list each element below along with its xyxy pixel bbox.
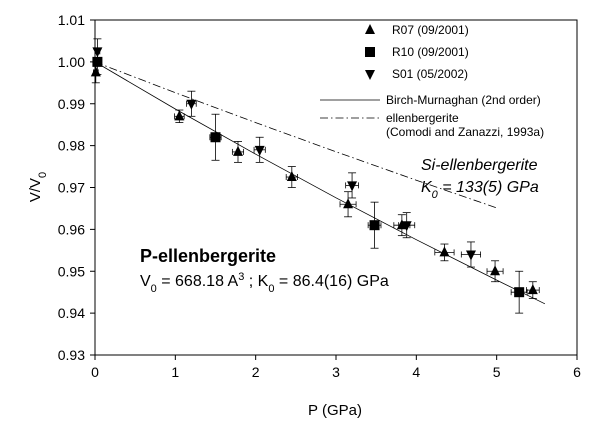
chart-legend: R07 (09/2001) R10 (09/2001) S01 (05/2002) B… <box>320 23 544 139</box>
x-tick-label-1: 1 <box>171 364 179 380</box>
chart-markers <box>90 47 538 298</box>
annotation-si-k0: K0 = 133(5) GPa <box>421 179 539 201</box>
legend-label-2: S01 (05/2002) <box>392 67 468 81</box>
x-tick-label-0: 0 <box>91 364 99 380</box>
chart-error-bars <box>91 38 540 314</box>
legend-fit-label-0: Birch-Murnaghan (2nd order) <box>386 93 541 107</box>
series-2-point-4 <box>401 221 412 232</box>
fit-line-1 <box>94 61 497 209</box>
x-tick-label-3: 3 <box>332 364 340 380</box>
fit-line-0 <box>94 61 546 305</box>
series-0-point-5 <box>396 219 407 230</box>
y-tick-label-3: 0.96 <box>58 221 85 237</box>
series-1-point-0 <box>92 56 103 67</box>
y-tick-label-5: 0.98 <box>58 138 85 154</box>
series-0-point-2 <box>232 145 243 156</box>
series-2-point-2 <box>254 145 265 156</box>
x-tick-label-2: 2 <box>252 364 260 380</box>
series-0-point-4 <box>343 198 354 209</box>
y-tick-label-2: 0.95 <box>58 263 85 279</box>
series-0-point-7 <box>490 265 501 276</box>
legend-fit-label-1-line2: (Comodi and Zanazzi, 1993a) <box>386 125 544 139</box>
series-1-point-3 <box>514 287 525 298</box>
series-1-point-2 <box>369 220 380 231</box>
x-axis-label: P (GPa) <box>308 402 362 419</box>
chart-ticks: 0 1 2 3 4 5 6 0.93 0.94 0.95 0.96 0.97 0.98 0.99 1.00 1… <box>58 12 581 380</box>
y-tick-label-8: 1.01 <box>58 12 85 28</box>
series-1-point-1 <box>210 132 221 143</box>
x-tick-label-5: 5 <box>493 364 501 380</box>
series-0-point-3 <box>286 171 297 182</box>
series-2-point-1 <box>186 99 197 110</box>
series-2-point-3 <box>347 181 358 192</box>
legend-fit-label-1: ellenbergerite <box>386 111 459 125</box>
y-tick-label-1: 0.94 <box>58 305 85 321</box>
series-0-point-8 <box>527 284 538 295</box>
legend-label-1: R10 (09/2001) <box>392 45 469 59</box>
chart-fit-lines <box>94 61 546 305</box>
series-2-point-5 <box>465 250 476 261</box>
x-tick-label-6: 6 <box>573 364 581 380</box>
series-0-point-6 <box>439 246 450 257</box>
y-axis-label: V/V0 <box>27 172 49 202</box>
legend-marker-0 <box>365 24 375 34</box>
series-0-point-0 <box>90 66 101 77</box>
x-tick-label-4: 4 <box>412 364 420 380</box>
y-tick-label-7: 1.00 <box>58 54 85 70</box>
annotation-p-ellenbergerite: P-ellenbergerite <box>140 246 276 266</box>
chart-annotations: Si-ellenbergerite K0 = 133(5) GPa P-elle… <box>140 157 539 295</box>
legend-marker-1 <box>365 47 375 57</box>
y-tick-label-4: 0.97 <box>58 180 85 196</box>
series-2-point-0 <box>92 47 103 58</box>
legend-marker-2 <box>365 70 375 80</box>
y-tick-label-6: 0.99 <box>58 96 85 112</box>
legend-label-0: R07 (09/2001) <box>392 23 469 37</box>
y-tick-label-0: 0.93 <box>58 347 85 363</box>
annotation-p-parameters: V0 = 668.18 A3 ; K0 = 86.4(16) GPa <box>140 271 389 295</box>
series-0-point-1 <box>174 110 185 121</box>
annotation-si-ellenbergerite: Si-ellenbergerite <box>421 157 538 174</box>
